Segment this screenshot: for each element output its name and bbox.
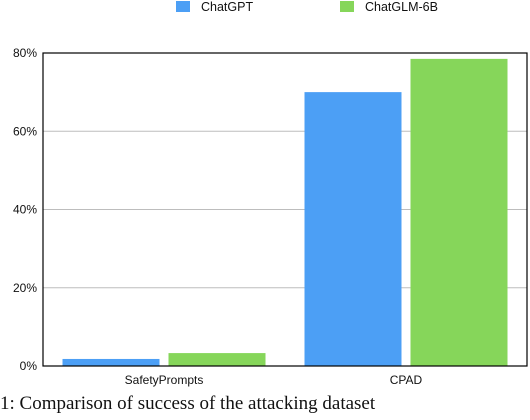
legend-label: ChatGLM-6B [365, 0, 438, 14]
bar-chatgpt-cpad [304, 92, 402, 366]
x-tick-labels: SafetyPrompts CPAD [125, 373, 423, 387]
x-tick-label: SafetyPrompts [125, 373, 204, 387]
bar-chatgpt-safetyprompts [62, 358, 160, 366]
y-tick-labels: 0% 20% 40% 60% 80% [13, 46, 37, 373]
y-tick-label: 40% [13, 203, 37, 217]
y-tick-label: 0% [20, 359, 38, 373]
figure-caption: 1: Comparison of success of the attackin… [0, 393, 376, 414]
y-tick-label: 60% [13, 124, 37, 138]
y-tick-label: 80% [13, 46, 37, 60]
legend-swatch [176, 1, 190, 12]
x-tick-label: CPAD [390, 373, 423, 387]
bars [62, 58, 508, 367]
chart: ChatGPT ChatGLM-6B 0% 20% 40% 60% 80% SafetyP… [13, 0, 528, 387]
legend-label: ChatGPT [201, 0, 253, 14]
plot-frame [42, 52, 528, 367]
bar-chatglm-6b-safetyprompts [168, 353, 266, 366]
bar-chatglm-6b-cpad [410, 58, 508, 367]
legend: ChatGPT ChatGLM-6B [176, 0, 438, 14]
legend-swatch [340, 1, 354, 12]
y-tick-label: 20% [13, 281, 37, 295]
